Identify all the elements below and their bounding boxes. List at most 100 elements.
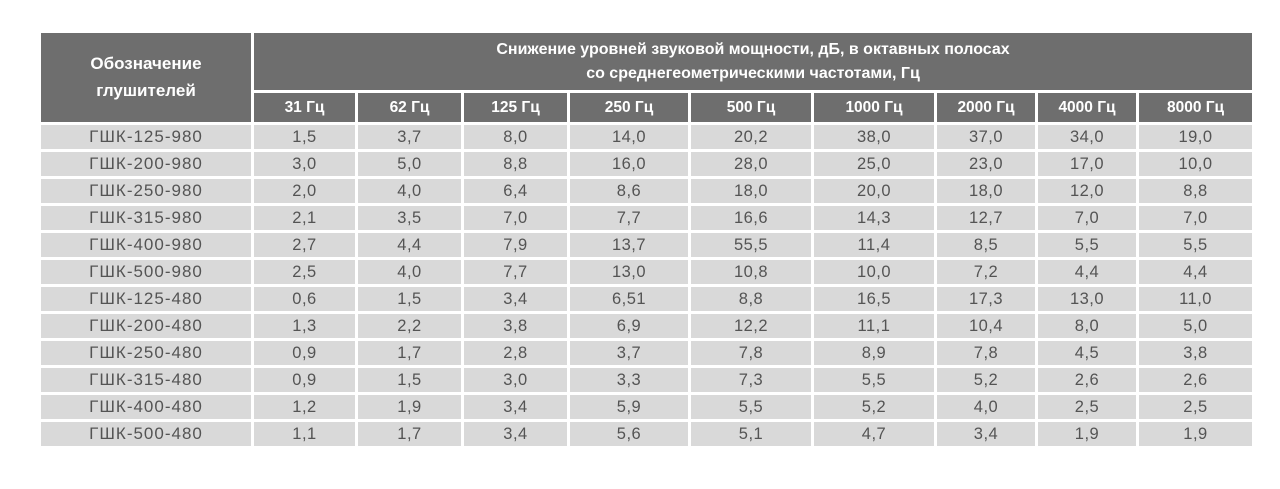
silencer-designation-cell: ГШК-400-980 (41, 233, 251, 257)
frequency-column-header: 62 Гц (358, 93, 461, 122)
value-cell: 3,0 (464, 368, 567, 392)
silencer-designation-cell: ГШК-250-980 (41, 179, 251, 203)
value-cell: 7,0 (1139, 206, 1253, 230)
frequency-column-header: 250 Гц (570, 93, 688, 122)
value-cell: 4,0 (358, 179, 461, 203)
value-cell: 10,0 (814, 260, 934, 284)
value-cell: 19,0 (1139, 125, 1253, 149)
value-cell: 2,8 (464, 341, 567, 365)
silencer-designation-cell: ГШК-400-480 (41, 395, 251, 419)
value-cell: 11,4 (814, 233, 934, 257)
value-cell: 3,4 (464, 395, 567, 419)
value-cell: 7,0 (464, 206, 567, 230)
silencer-designation-cell: ГШК-315-980 (41, 206, 251, 230)
value-cell: 17,0 (1038, 152, 1136, 176)
value-cell: 13,0 (1038, 287, 1136, 311)
value-cell: 3,4 (937, 422, 1035, 446)
value-cell: 4,7 (814, 422, 934, 446)
value-cell: 2,7 (254, 233, 355, 257)
value-cell: 34,0 (1038, 125, 1136, 149)
value-cell: 55,5 (691, 233, 811, 257)
value-cell: 5,5 (1038, 233, 1136, 257)
table-row: ГШК-125-480 0,6 1,5 3,4 6,51 8,8 16,5 17,3 13,0 1… (41, 287, 1253, 311)
value-cell: 3,0 (254, 152, 355, 176)
value-cell: 28,0 (691, 152, 811, 176)
value-cell: 4,4 (1038, 260, 1136, 284)
value-cell: 7,7 (464, 260, 567, 284)
value-cell: 8,9 (814, 341, 934, 365)
value-cell: 23,0 (937, 152, 1035, 176)
frequency-column-header: 31 Гц (254, 93, 355, 122)
frequency-column-header: 2000 Гц (937, 93, 1035, 122)
value-cell: 2,1 (254, 206, 355, 230)
value-cell: 1,5 (254, 125, 355, 149)
value-cell: 13,7 (570, 233, 688, 257)
value-cell: 1,9 (1038, 422, 1136, 446)
table-row: ГШК-200-480 1,3 2,2 3,8 6,9 12,2 11,1 10,4 8,0 5,… (41, 314, 1253, 338)
value-cell: 10,0 (1139, 152, 1253, 176)
value-cell: 4,5 (1038, 341, 1136, 365)
value-cell: 38,0 (814, 125, 934, 149)
table-row: ГШК-315-480 0,9 1,5 3,0 3,3 7,3 5,5 5,2 2,6 2,6 (41, 368, 1253, 392)
value-cell: 5,5 (691, 395, 811, 419)
value-cell: 5,5 (1139, 233, 1253, 257)
value-cell: 1,9 (1139, 422, 1253, 446)
value-cell: 17,3 (937, 287, 1035, 311)
value-cell: 2,5 (254, 260, 355, 284)
group-column-header: Снижение уровней звуковой мощности, дБ, … (254, 33, 1253, 90)
value-cell: 12,7 (937, 206, 1035, 230)
value-cell: 11,0 (1139, 287, 1253, 311)
silencer-designation-cell: ГШК-250-480 (41, 341, 251, 365)
frequency-column-header: 1000 Гц (814, 93, 934, 122)
value-cell: 5,5 (814, 368, 934, 392)
value-cell: 1,5 (358, 368, 461, 392)
value-cell: 3,8 (464, 314, 567, 338)
value-cell: 7,8 (691, 341, 811, 365)
value-cell: 20,2 (691, 125, 811, 149)
value-cell: 8,6 (570, 179, 688, 203)
frequency-column-header: 125 Гц (464, 93, 567, 122)
value-cell: 6,4 (464, 179, 567, 203)
table-row: ГШК-315-980 2,1 3,5 7,0 7,7 16,6 14,3 12,7 7,0 7,… (41, 206, 1253, 230)
value-cell: 3,4 (464, 287, 567, 311)
value-cell: 3,3 (570, 368, 688, 392)
silencer-designation-cell: ГШК-125-480 (41, 287, 251, 311)
value-cell: 4,0 (358, 260, 461, 284)
value-cell: 2,5 (1139, 395, 1253, 419)
silencer-designation-cell: ГШК-315-480 (41, 368, 251, 392)
value-cell: 4,4 (358, 233, 461, 257)
value-cell: 5,0 (358, 152, 461, 176)
silencer-designation-cell: ГШК-125-980 (41, 125, 251, 149)
value-cell: 8,0 (1038, 314, 1136, 338)
value-cell: 1,7 (358, 341, 461, 365)
value-cell: 8,8 (464, 152, 567, 176)
table-row: ГШК-125-980 1,5 3,7 8,0 14,0 20,2 38,0 37,0 34,0… (41, 125, 1253, 149)
value-cell: 7,9 (464, 233, 567, 257)
value-cell: 7,7 (570, 206, 688, 230)
value-cell: 16,5 (814, 287, 934, 311)
value-cell: 8,8 (1139, 179, 1253, 203)
value-cell: 0,9 (254, 368, 355, 392)
value-cell: 0,9 (254, 341, 355, 365)
frequency-column-header: 8000 Гц (1139, 93, 1253, 122)
value-cell: 5,9 (570, 395, 688, 419)
designation-column-header: Обозначение глушителей (41, 33, 251, 122)
value-cell: 1,2 (254, 395, 355, 419)
table-body: ГШК-125-980 1,5 3,7 8,0 14,0 20,2 38,0 37,0 34,0… (41, 125, 1253, 446)
value-cell: 1,5 (358, 287, 461, 311)
value-cell: 16,0 (570, 152, 688, 176)
value-cell: 10,8 (691, 260, 811, 284)
value-cell: 10,4 (937, 314, 1035, 338)
value-cell: 11,1 (814, 314, 934, 338)
value-cell: 5,2 (814, 395, 934, 419)
table-row: ГШК-500-480 1,1 1,7 3,4 5,6 5,1 4,7 3,4 1,9 1,9 (41, 422, 1253, 446)
value-cell: 8,0 (464, 125, 567, 149)
value-cell: 5,6 (570, 422, 688, 446)
value-cell: 2,2 (358, 314, 461, 338)
value-cell: 0,6 (254, 287, 355, 311)
silencer-designation-cell: ГШК-500-480 (41, 422, 251, 446)
value-cell: 7,3 (691, 368, 811, 392)
value-cell: 18,0 (691, 179, 811, 203)
value-cell: 16,6 (691, 206, 811, 230)
table-row: ГШК-500-980 2,5 4,0 7,7 13,0 10,8 10,0 7,2 4,4 4,… (41, 260, 1253, 284)
